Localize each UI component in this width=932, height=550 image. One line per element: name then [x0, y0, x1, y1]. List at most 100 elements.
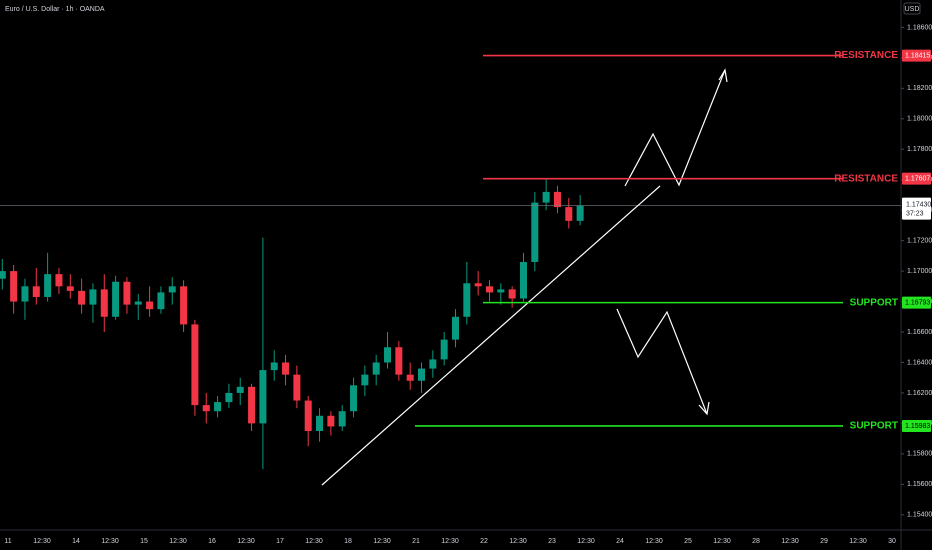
x-tick-label: 12:30: [101, 538, 119, 545]
arrow-head: [698, 401, 710, 416]
y-tick-label: 1.18600: [907, 24, 932, 31]
x-tick-label: 12:30: [33, 538, 51, 545]
level-label: SUPPORT: [850, 421, 898, 432]
candle-body: [202, 405, 210, 412]
candle-body: [146, 301, 154, 310]
x-tick-label: 12:30: [169, 538, 187, 545]
x-tick-label: 12:30: [849, 538, 867, 545]
x-tick-label: 14: [72, 538, 80, 545]
y-tick-label: 1.15800: [907, 451, 932, 458]
countdown-label: 37:23: [906, 210, 924, 217]
x-tick-label: 28: [752, 538, 760, 545]
y-tick-label: 1.15600: [907, 481, 932, 488]
x-tick-label: 12:30: [237, 538, 255, 545]
arrow-head: [718, 68, 728, 83]
x-tick-label: 11: [4, 538, 11, 545]
x-tick-label: 15: [140, 538, 148, 545]
y-tick-label: 1.16200: [907, 390, 932, 397]
y-tick-label: 1.15400: [907, 512, 932, 519]
level-label: RESISTANCE: [834, 50, 898, 61]
y-tick-label: 1.16600: [907, 329, 932, 336]
candle-body: [327, 415, 335, 427]
level-tag: [902, 49, 931, 62]
x-tick-label: 23: [548, 538, 556, 545]
candle-body: [214, 402, 222, 412]
candle-body: [78, 290, 86, 305]
candle-body: [395, 347, 403, 375]
candle-body: [191, 324, 199, 406]
candle-body: [338, 411, 346, 427]
candle-body: [565, 207, 573, 221]
candle-body: [440, 339, 448, 360]
bear-path: [616, 308, 708, 415]
x-tick-label: 18: [344, 538, 352, 545]
x-tick-label: 29: [820, 538, 828, 545]
candle-body: [508, 289, 516, 299]
candle-body: [55, 274, 63, 287]
y-tick-label: 1.17200: [907, 237, 932, 244]
x-tick-label: 12:30: [441, 538, 459, 545]
level-tag: [902, 172, 931, 185]
candle-body: [361, 374, 369, 386]
candle-body: [293, 374, 301, 401]
candle-body: [429, 359, 437, 369]
candle-body: [168, 286, 176, 293]
level-tag-label: 1.15983: [905, 423, 930, 430]
candle-body: [531, 202, 539, 262]
level-tag-label: 1.17607: [905, 175, 930, 182]
candle-body: [21, 286, 29, 302]
annotations: [321, 68, 728, 486]
candle-body: [542, 191, 550, 203]
symbol-title: Euro / U.S. Dollar · 1h · OANDA: [5, 6, 105, 13]
candle-body: [519, 261, 527, 299]
candle-body: [134, 301, 142, 305]
candle-body: [44, 274, 52, 297]
candle-body: [248, 386, 256, 424]
candle-body: [304, 400, 312, 432]
level-label: RESISTANCE: [834, 173, 898, 184]
x-tick-label: 17: [276, 538, 284, 545]
x-tick-label: 12:30: [305, 538, 323, 545]
level-tag-label: 1.18415: [905, 52, 930, 59]
last-price-tag: [902, 197, 931, 220]
y-tick-label: 1.18000: [907, 116, 932, 123]
candle-body: [225, 392, 233, 403]
currency-button[interactable]: [903, 2, 921, 15]
x-tick-label: 12:30: [713, 538, 731, 545]
candle-body: [553, 191, 561, 208]
bull-path: [624, 69, 726, 187]
candle-body: [350, 385, 358, 412]
candle-body: [100, 289, 108, 317]
last-price-label: 1.17430: [906, 201, 931, 208]
x-tick-label: 12:30: [373, 538, 391, 545]
candle-body: [485, 286, 493, 293]
candle-body: [576, 205, 584, 221]
candle-body: [463, 283, 471, 317]
x-tick-label: 16: [208, 538, 216, 545]
x-tick-label: 12:30: [509, 538, 527, 545]
candle-body: [89, 289, 97, 305]
currency-label[interactable]: USD: [905, 6, 920, 13]
level-tag: [902, 419, 931, 432]
x-tick-label: 24: [616, 538, 624, 545]
candle-body: [406, 374, 414, 381]
candle-body: [384, 347, 392, 363]
y-tick-label: 1.17000: [907, 268, 932, 275]
candle-body: [316, 415, 324, 432]
candle-body: [236, 386, 244, 393]
candle-body: [474, 283, 482, 287]
level-label: SUPPORT: [850, 297, 898, 308]
level-tag-label: 1.16793: [905, 299, 930, 306]
candle-body: [0, 271, 6, 279]
x-tick-label: 25: [684, 538, 692, 545]
candle-body: [497, 289, 505, 293]
candle-body: [112, 281, 120, 317]
candle-body: [418, 368, 426, 381]
y-tick-label: 1.16400: [907, 359, 932, 366]
candle-body: [66, 286, 74, 291]
x-tick-label: 12:30: [577, 538, 595, 545]
x-tick-label: 30: [888, 538, 896, 545]
